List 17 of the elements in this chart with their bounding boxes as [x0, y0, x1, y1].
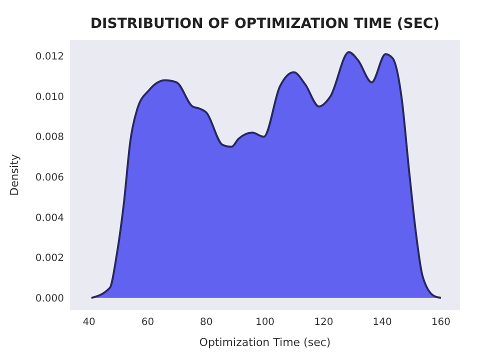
y-tick-label: 0.008 — [35, 132, 64, 144]
y-tick-label: 0.010 — [35, 92, 64, 103]
y-axis-title: Density — [8, 154, 21, 196]
x-axis-title: Optimization Time (sec) — [199, 336, 331, 349]
chart-title: DISTRIBUTION OF OPTIMIZATION TIME (SEC) — [90, 16, 440, 32]
x-tick-label: 120 — [314, 317, 334, 328]
x-tick-label: 60 — [141, 317, 154, 328]
y-tick-label: 0.002 — [35, 253, 64, 264]
x-tick-label: 100 — [255, 317, 275, 328]
x-tick-label: 140 — [372, 317, 392, 328]
x-tick-label: 80 — [200, 317, 213, 328]
y-tick-label: 0.000 — [35, 293, 64, 304]
y-tick-label: 0.012 — [35, 52, 64, 63]
x-tick-label: 160 — [431, 317, 450, 328]
x-tick-label: 40 — [82, 317, 96, 328]
y-tick-label: 0.006 — [35, 172, 64, 184]
y-tick-label: 0.004 — [35, 212, 64, 224]
